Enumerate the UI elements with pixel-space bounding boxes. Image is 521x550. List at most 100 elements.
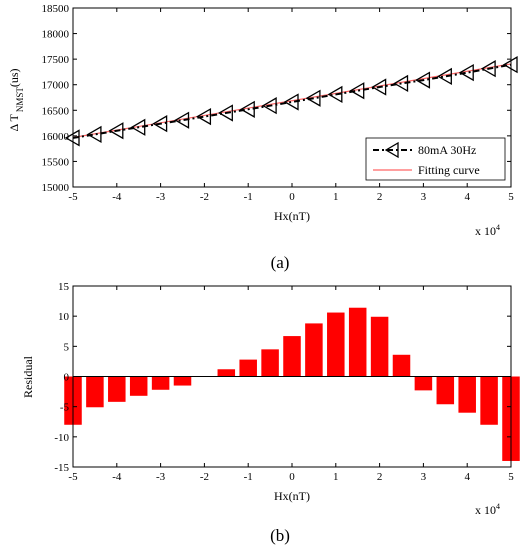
residual-bar <box>458 376 476 413</box>
y-tick-label: -15 <box>54 462 69 474</box>
residual-bar <box>108 376 126 402</box>
panel-a-y-axis-label: Δ TNMST(us) <box>7 68 25 131</box>
residual-bar <box>173 376 192 386</box>
y-tick-label: 18500 <box>42 3 70 15</box>
x-tick-label: 5 <box>508 191 514 203</box>
panel-b-x-multiplier: x 104 <box>475 502 500 517</box>
legend-marker-icon <box>384 141 399 159</box>
data-point-marker <box>64 129 80 147</box>
x-tick-label: -5 <box>68 191 78 203</box>
x-tick-label: 3 <box>421 191 427 203</box>
residual-bar <box>414 376 433 391</box>
panel-b-x-tick-labels: -5 -4 -3 -2 -1 0 1 2 3 4 5 <box>68 471 514 483</box>
y-tick-label: 15500 <box>42 156 70 168</box>
data-point-marker <box>371 78 387 96</box>
data-point-marker <box>217 104 233 122</box>
x-tick-label: 1 <box>333 191 339 203</box>
x-tick-label: 5 <box>508 471 514 483</box>
panel-a-x-tick-labels: -5 -4 -3 -2 -1 0 1 2 3 4 5 <box>68 191 514 203</box>
y-tick-label: -5 <box>60 402 70 414</box>
x-tick-label: -1 <box>244 471 253 483</box>
residual-bar <box>239 359 257 377</box>
residual-bar <box>129 376 148 396</box>
panel-a-ticks <box>72 7 512 188</box>
y-tick-label: 18000 <box>42 29 70 41</box>
y-tick-label: 5 <box>64 341 70 353</box>
panel-b-caption: (b) <box>270 526 290 545</box>
y-tick-label: 10 <box>58 311 70 323</box>
panel-a-markers <box>64 56 518 147</box>
data-point-marker <box>108 122 124 140</box>
residual-bar <box>86 376 104 408</box>
x-tick-label: -4 <box>112 191 122 203</box>
data-point-marker <box>458 63 474 82</box>
residual-bar <box>480 376 498 425</box>
x-tick-label: 0 <box>289 471 295 483</box>
data-point-marker <box>261 97 277 115</box>
panel-a-x-axis-label: Hx(nT) <box>274 209 310 223</box>
x-tick-label: 1 <box>333 471 339 483</box>
x-tick-label: -2 <box>200 191 209 203</box>
y-tick-label: 17500 <box>42 54 70 66</box>
residual-bar <box>283 336 301 377</box>
y-tick-label: 15000 <box>42 182 70 194</box>
residual-bar <box>436 376 455 405</box>
x-tick-label: 4 <box>464 471 470 483</box>
legend-label-fit: Fitting curve <box>418 163 480 177</box>
data-point-marker <box>283 93 299 111</box>
data-point-marker <box>130 118 146 136</box>
panel-a-line-chart: -5 -4 -3 -2 -1 0 1 2 3 4 5 15000 15500 16000 16500 170… <box>7 3 518 238</box>
panel-b-x-axis-label: Hx(nT) <box>274 489 310 503</box>
y-tick-label: 0 <box>64 372 70 384</box>
panel-a-y-tick-labels: 15000 15500 16000 16500 17000 17500 18000 18500 <box>42 3 70 194</box>
data-point-marker <box>196 107 212 126</box>
data-point-marker <box>502 56 518 74</box>
data-point-marker <box>393 74 409 93</box>
y-tick-label: 16500 <box>42 105 70 117</box>
residual-bar <box>261 349 279 377</box>
panel-b-y-tick-labels: -15 -10 -5 0 5 10 15 <box>54 281 69 474</box>
x-tick-label: -1 <box>244 191 253 203</box>
x-tick-label: -2 <box>200 471 209 483</box>
data-point-marker <box>305 89 321 107</box>
data-point-marker <box>239 100 255 118</box>
y-tick-label: 17000 <box>42 80 70 92</box>
y-tick-label: 16000 <box>42 131 70 143</box>
x-tick-label: -3 <box>156 191 166 203</box>
x-tick-label: -5 <box>68 471 78 483</box>
panel-b-bars <box>64 307 520 461</box>
panel-a-data-line <box>72 63 512 139</box>
data-point-marker <box>415 71 431 89</box>
panel-a-x-multiplier: x 104 <box>475 223 500 238</box>
y-tick-label: 15 <box>58 281 70 293</box>
legend-box <box>365 137 506 181</box>
data-point-marker <box>349 82 365 100</box>
data-point-marker <box>480 60 496 78</box>
x-tick-label: 2 <box>377 471 383 483</box>
x-tick-label: -4 <box>112 471 122 483</box>
residual-bar <box>217 369 236 377</box>
x-tick-label: 4 <box>464 191 470 203</box>
x-tick-label: 2 <box>377 191 383 203</box>
y-tick-label: -10 <box>54 432 69 444</box>
x-tick-label: 0 <box>289 191 295 203</box>
x-tick-label: -3 <box>156 471 166 483</box>
panel-b-y-axis-label: Residual <box>21 355 35 398</box>
panel-a-caption: (a) <box>271 253 290 272</box>
legend-label-data: 80mA 30Hz <box>418 143 476 157</box>
residual-bar <box>327 312 345 377</box>
residual-bar <box>370 316 389 377</box>
panel-b-ticks <box>72 285 512 468</box>
x-tick-label: 3 <box>421 471 427 483</box>
residual-bar <box>392 354 411 377</box>
residual-bar <box>151 376 170 390</box>
data-point-marker <box>174 111 190 129</box>
data-point-marker <box>327 85 343 104</box>
data-point-marker <box>86 125 102 144</box>
data-point-marker <box>152 115 168 133</box>
residual-bar <box>348 307 367 377</box>
data-point-marker <box>436 67 452 86</box>
residual-bar <box>305 323 323 377</box>
